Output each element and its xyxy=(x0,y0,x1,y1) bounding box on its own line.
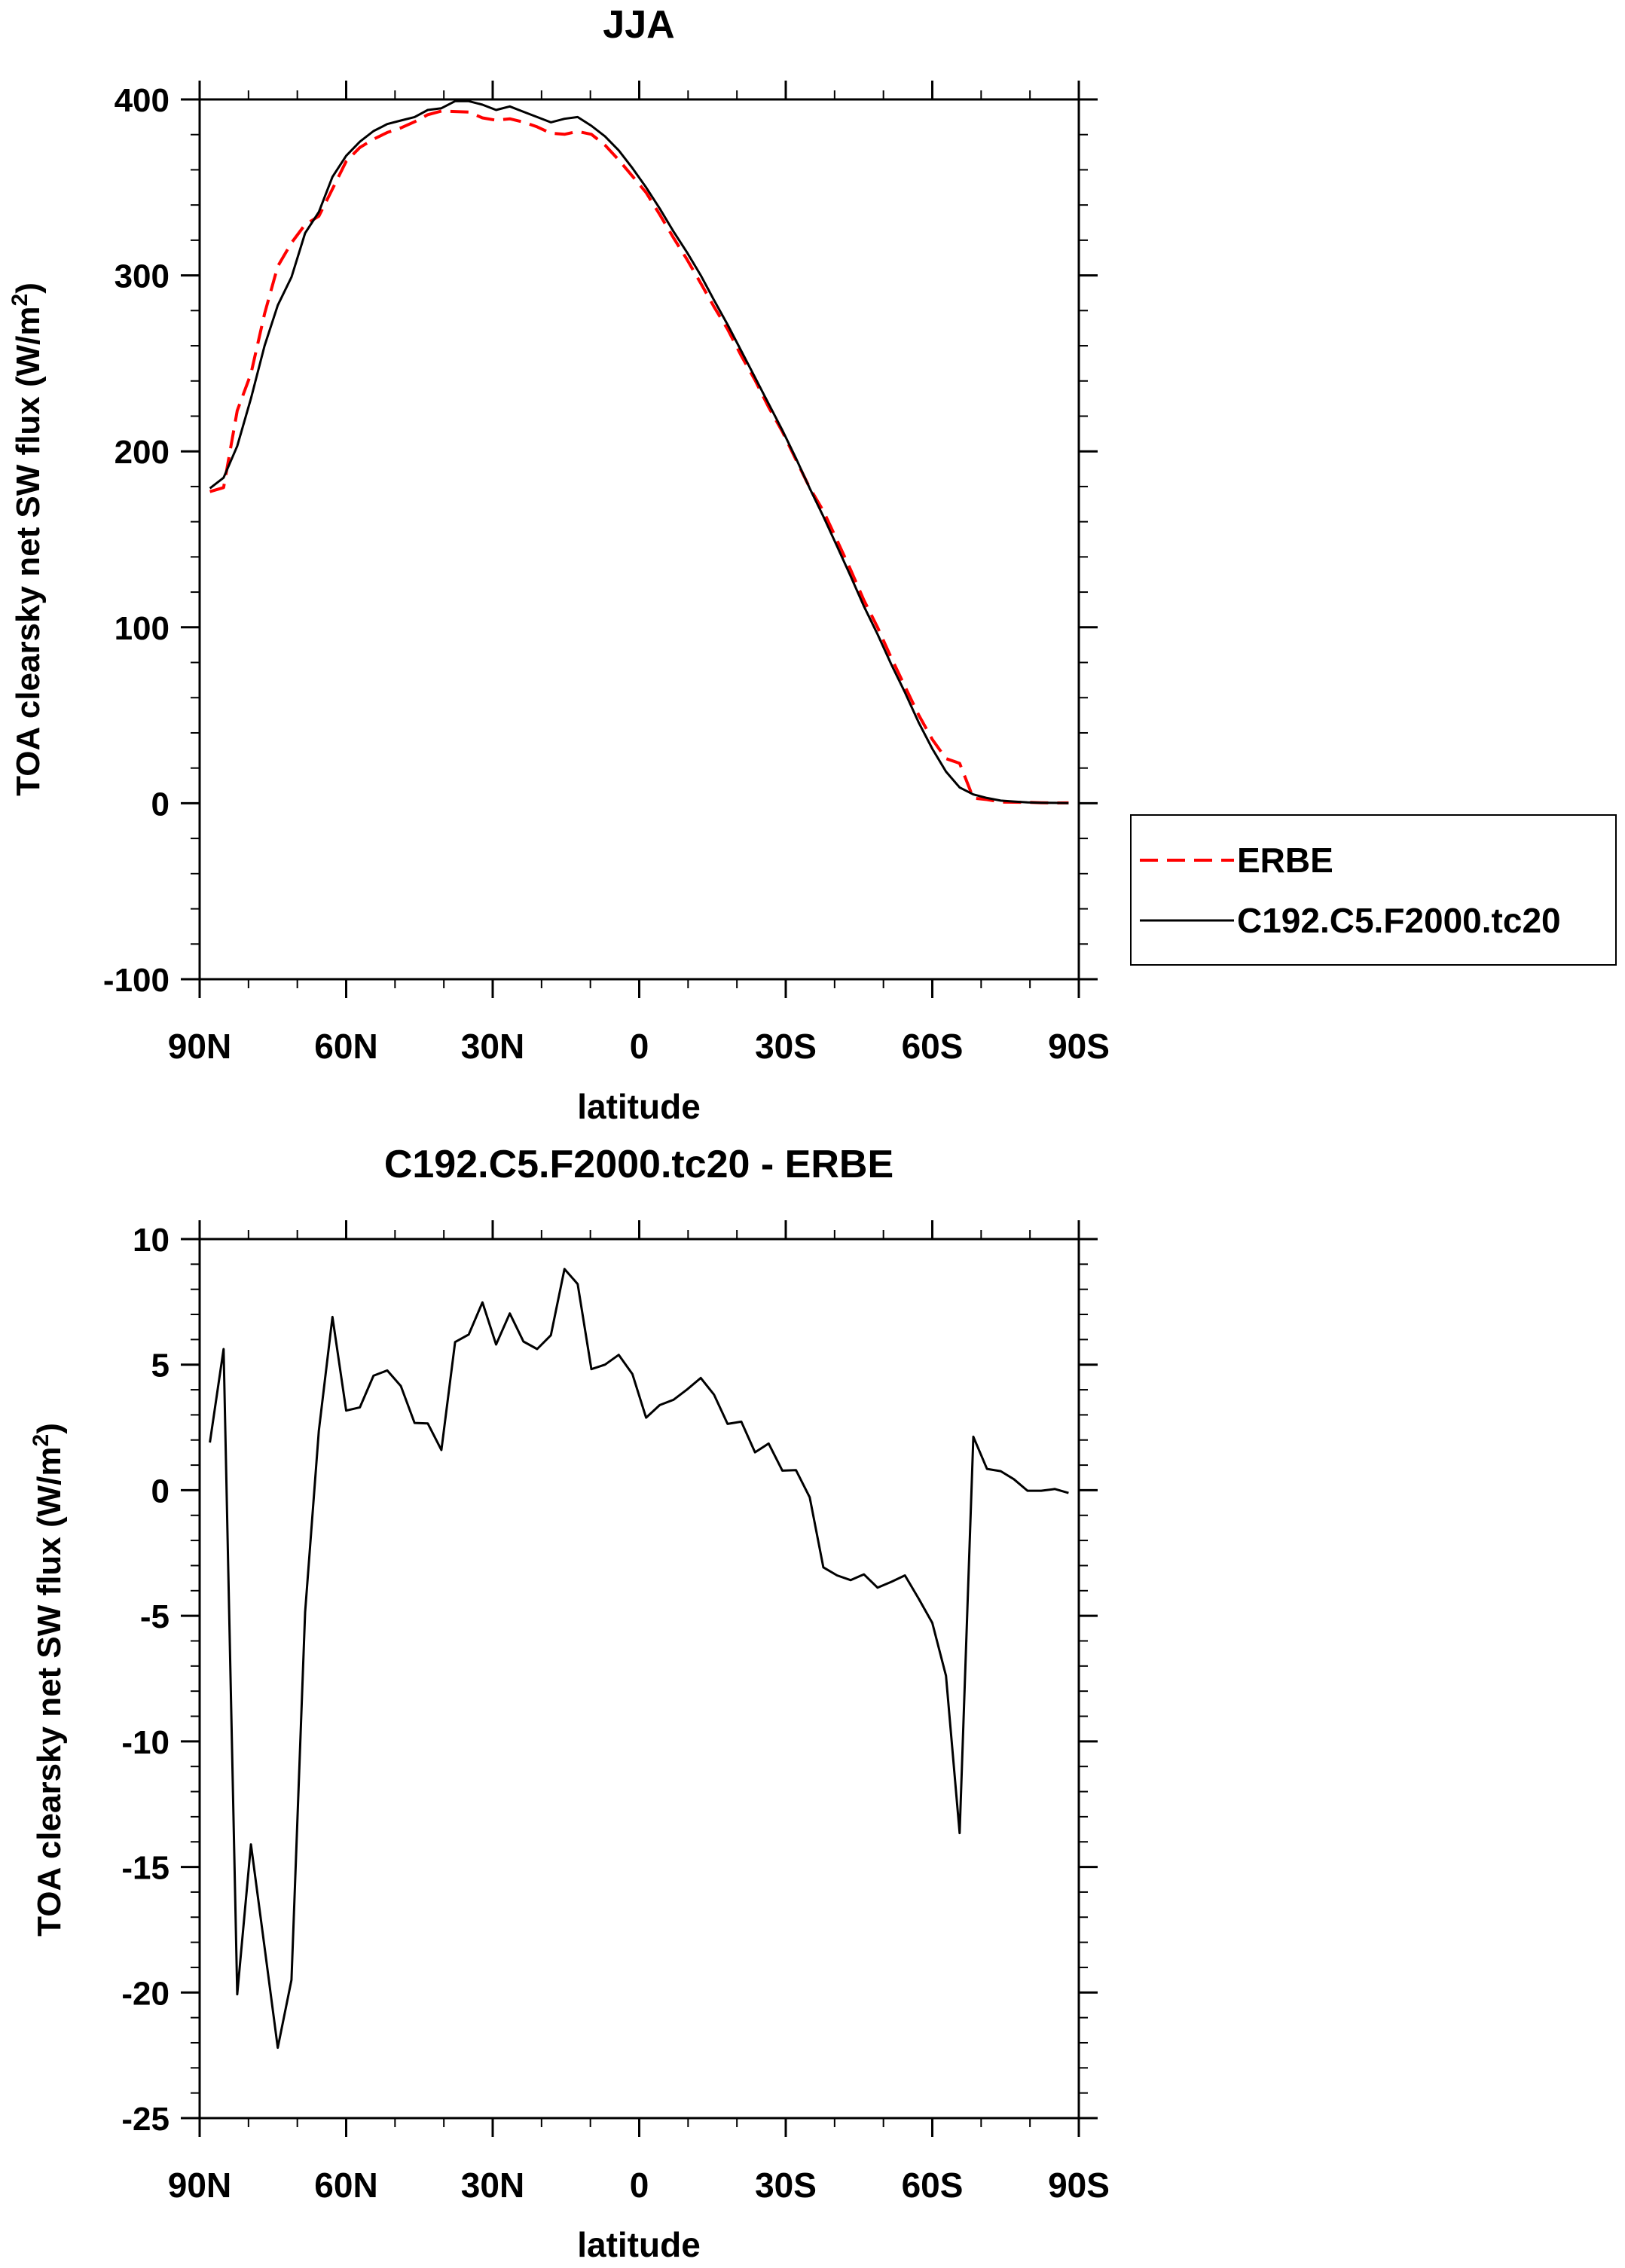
bottom-series-difference xyxy=(209,1268,1069,2050)
bottom-y-tick-label: -15 xyxy=(121,1850,170,1887)
top-x-tick-label: 90N xyxy=(168,1027,231,1066)
top-y-tick-label: 100 xyxy=(115,610,170,647)
bottom-y-tick-label: -5 xyxy=(140,1598,170,1635)
bottom-plot-xlabel: latitude xyxy=(577,2225,701,2264)
bottom-y-tick-label: 5 xyxy=(151,1348,170,1384)
bottom-y-tick-label: 0 xyxy=(151,1473,170,1509)
bottom-y-tick-label: -20 xyxy=(121,1975,170,2012)
top-x-tick-label: 30N xyxy=(461,1027,524,1066)
top-x-tick-label: 30S xyxy=(755,1027,817,1066)
top-y-tick-label: 0 xyxy=(151,786,170,823)
legend-erbe-label: ERBE xyxy=(1237,841,1333,880)
bottom-plot-frame xyxy=(198,1238,1080,2120)
bottom-x-tick-label: 60N xyxy=(314,2166,377,2205)
bottom-x-tick-label: 0 xyxy=(630,2166,649,2205)
bottom-y-tick-label: -10 xyxy=(121,1724,170,1761)
top-y-tick-label: 300 xyxy=(115,258,170,295)
top-y-tick-label: -100 xyxy=(103,962,170,999)
top-plot: JJA latitude TOA clearsky net SW flux (W… xyxy=(8,3,1110,1126)
bottom-x-tick-label: 90N xyxy=(168,2166,231,2205)
bottom-x-tick-label: 30S xyxy=(755,2166,817,2205)
top-series-erbe xyxy=(209,109,1069,804)
top-series-c192-c5-f2000-tc20 xyxy=(209,99,1069,804)
bottom-plot-ylabel: TOA clearsky net SW flux (W/m2) xyxy=(29,1423,68,1937)
top-plot-ylabel: TOA clearsky net SW flux (W/m2) xyxy=(8,282,47,796)
top-x-tick-label: 60S xyxy=(902,1027,964,1066)
legend-box xyxy=(1130,814,1617,966)
top-y-tick-label: 200 xyxy=(115,434,170,471)
bottom-y-tick-label: 10 xyxy=(133,1222,170,1259)
top-plot-xlabel: latitude xyxy=(577,1087,701,1126)
top-x-tick-label: 60N xyxy=(314,1027,377,1066)
top-x-tick-label: 0 xyxy=(630,1027,649,1066)
bottom-x-tick-label: 90S xyxy=(1048,2166,1110,2205)
legend-model-label: C192.C5.F2000.tc20 xyxy=(1237,901,1561,940)
top-plot-frame xyxy=(198,98,1080,981)
bottom-y-tick-label: -25 xyxy=(121,2101,170,2138)
bottom-x-tick-label: 60S xyxy=(902,2166,964,2205)
bottom-plot: C192.C5.F2000.tc20 - ERBE latitude TOA c… xyxy=(29,1143,1110,2264)
bottom-plot-title: C192.C5.F2000.tc20 - ERBE xyxy=(384,1143,893,1186)
top-plot-title: JJA xyxy=(603,3,674,47)
bottom-x-tick-label: 30N xyxy=(461,2166,524,2205)
top-x-tick-label: 90S xyxy=(1048,1027,1110,1066)
legend: ERBE C192.C5.F2000.tc20 xyxy=(1130,814,1617,966)
top-y-tick-label: 400 xyxy=(115,82,170,119)
